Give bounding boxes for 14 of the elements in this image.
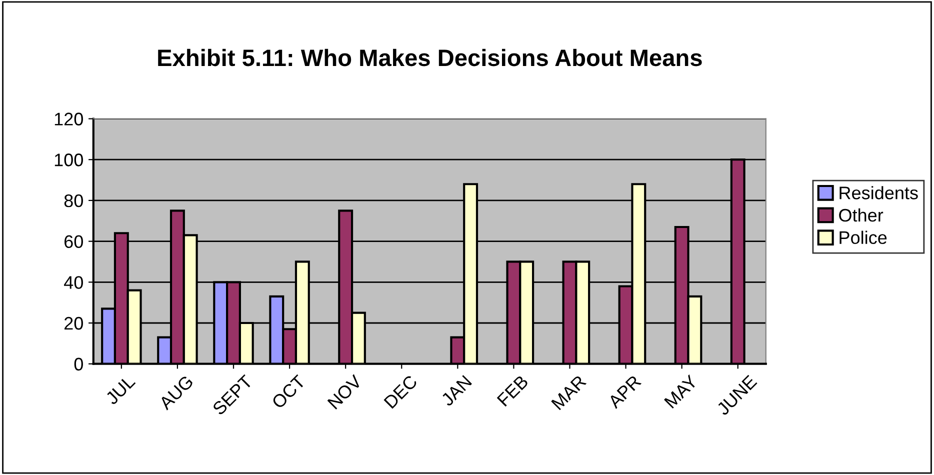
y-tick-label: 0: [74, 358, 83, 371]
x-tick-label: FEB: [496, 374, 529, 407]
y-tick-label: 60: [64, 235, 83, 248]
y-tick-label: 20: [64, 316, 83, 330]
legend-label: Other: [839, 208, 884, 222]
y-tick-label: 40: [64, 276, 83, 289]
y-tick-label: 80: [64, 194, 83, 208]
x-tick-label: JUL: [104, 374, 136, 406]
x-tick-label: JAN: [440, 375, 472, 407]
y-tick-label: 100: [54, 154, 83, 166]
legend-label: Police: [840, 230, 887, 244]
chart-title: Exhibit 5.11: Who Makes Decisions About Means: [158, 48, 702, 66]
legend-label: Residents: [840, 186, 918, 200]
y-tick-label: 120: [54, 112, 83, 126]
